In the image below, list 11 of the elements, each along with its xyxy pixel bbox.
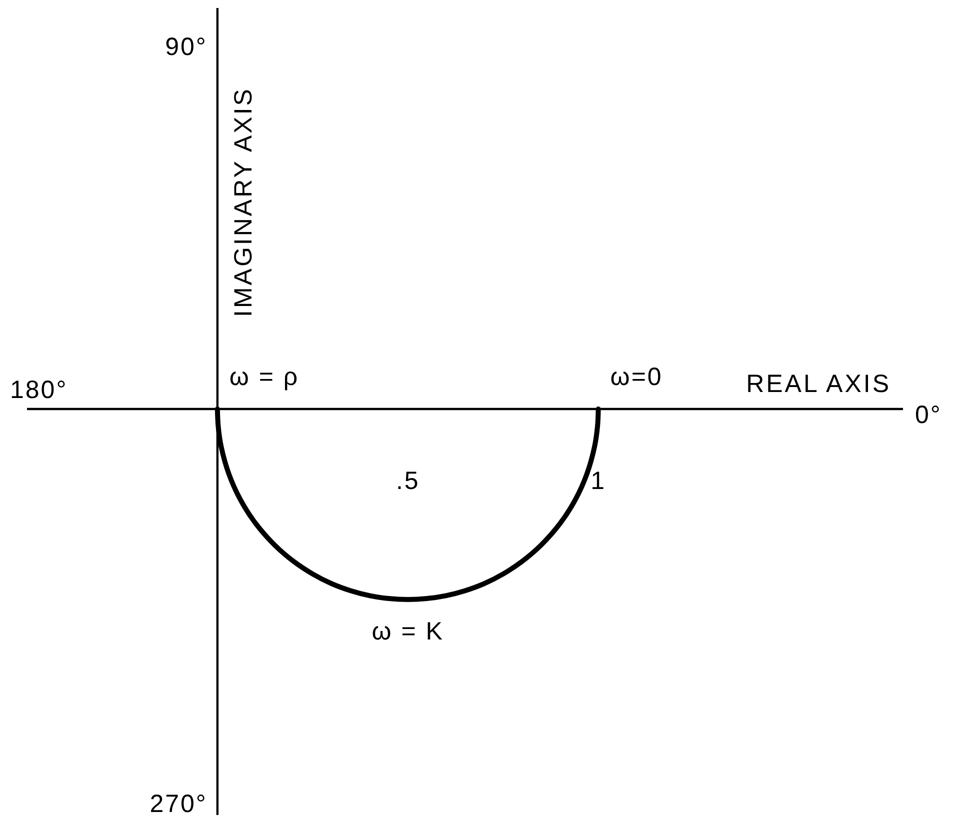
text: 270° <box>150 790 208 818</box>
text: 90° <box>165 33 208 61</box>
annotation: ω = ρ <box>229 363 300 391</box>
y-axis-title: IMAGINARY AXIS <box>229 87 258 317</box>
text: 180° <box>10 376 68 404</box>
annotation: ω=0 <box>610 363 663 391</box>
x-axis-title: REAL AXIS <box>746 370 891 398</box>
annotation: ω = K <box>372 618 444 646</box>
text: 0° <box>915 401 942 429</box>
x-tick-label: .5 <box>396 467 420 495</box>
x-tick-label: 1 <box>590 467 606 495</box>
